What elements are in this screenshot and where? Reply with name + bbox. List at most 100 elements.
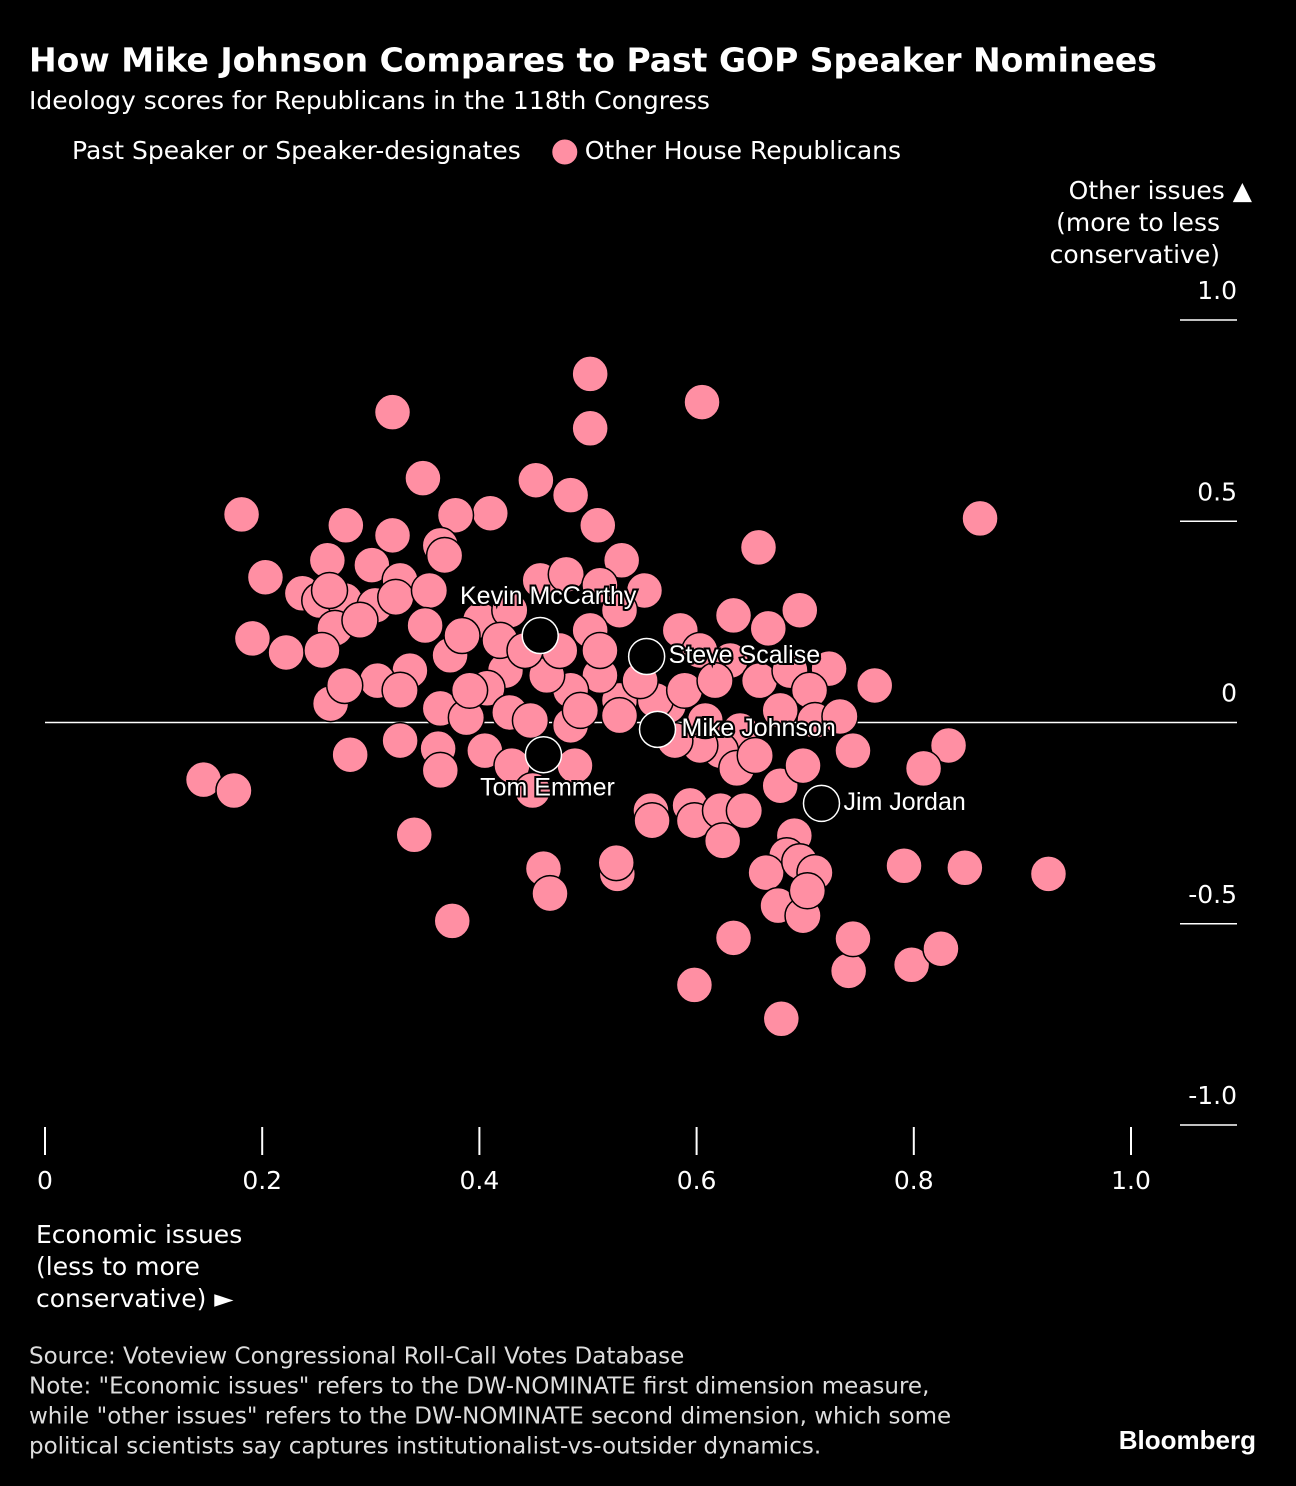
point	[450, 671, 489, 710]
point	[381, 721, 419, 760]
x-axis-title: conservative) ►	[36, 1284, 234, 1313]
point	[327, 506, 365, 545]
note: Note: "Economic issues" refers to the DW…	[29, 1374, 929, 1400]
x-tick-label: 0.2	[242, 1166, 282, 1195]
x-tick-label: 0.4	[460, 1166, 500, 1195]
point	[904, 749, 943, 788]
point	[762, 999, 801, 1038]
point	[1029, 855, 1068, 893]
legend-marker	[552, 139, 578, 165]
point	[696, 661, 734, 700]
x-axis-title: (less to more	[36, 1252, 200, 1281]
y-axis-title: (more to less	[1056, 208, 1220, 237]
point	[267, 633, 305, 672]
point	[581, 566, 619, 604]
point	[749, 609, 788, 648]
point	[443, 616, 481, 655]
point	[547, 555, 586, 594]
point	[885, 847, 923, 885]
point	[561, 691, 600, 730]
speaker-point	[638, 710, 677, 749]
x-tick-label: 0	[37, 1166, 53, 1195]
chart-subtitle: Ideology scores for Republicans in the 1…	[29, 86, 710, 115]
point	[215, 771, 253, 810]
point	[683, 383, 721, 421]
point	[571, 355, 609, 393]
point	[714, 919, 753, 957]
point	[784, 746, 822, 785]
point	[602, 541, 641, 580]
source: Source: Voteview Congressional Roll-Call…	[29, 1344, 684, 1370]
point	[703, 822, 742, 860]
point	[471, 494, 510, 532]
point	[686, 701, 725, 740]
point	[341, 601, 379, 640]
y-axis-title: conservative)	[1050, 240, 1220, 269]
point	[821, 697, 859, 736]
speaker-point	[521, 616, 559, 655]
point	[781, 591, 819, 629]
y-tick-label: -0.5	[1188, 880, 1237, 909]
point	[714, 596, 753, 635]
point-label: Tom Emmer	[480, 773, 615, 801]
point	[747, 853, 785, 892]
point	[246, 558, 285, 596]
point	[892, 946, 931, 984]
point	[579, 506, 617, 545]
point	[946, 849, 984, 887]
speaker-point	[524, 735, 563, 774]
point	[421, 751, 460, 790]
speaker-point	[802, 784, 841, 823]
x-tick-label: 0.8	[894, 1166, 934, 1195]
speaker-point	[627, 637, 666, 676]
y-axis-title: Other issues ▲	[1069, 176, 1253, 205]
point-label: Mike Johnson	[682, 714, 836, 742]
point-label: Kevin McCarthy	[460, 582, 637, 610]
point	[739, 528, 778, 567]
x-tick-label: 0.6	[677, 1166, 717, 1195]
point	[855, 666, 894, 705]
point	[381, 671, 419, 710]
point-label: Steve Scalise	[669, 641, 820, 669]
point	[633, 801, 671, 840]
point	[829, 952, 868, 990]
y-tick-label: 0.5	[1197, 477, 1237, 506]
point	[625, 571, 664, 610]
point	[395, 816, 433, 854]
brand: Bloomberg	[1119, 1425, 1256, 1455]
point	[377, 578, 415, 617]
y-tick-label: -1.0	[1188, 1081, 1237, 1110]
legend-label: Other House Republicans	[585, 136, 901, 165]
point	[551, 476, 590, 514]
note: while "other issues" refers to the DW-NO…	[29, 1404, 951, 1430]
x-tick-label: 1.0	[1111, 1166, 1151, 1195]
point	[373, 393, 412, 431]
point	[425, 536, 464, 575]
point	[929, 726, 968, 765]
y-tick-label: 1.0	[1197, 276, 1237, 305]
point	[517, 461, 555, 499]
point	[675, 966, 714, 1004]
point	[922, 929, 960, 968]
x-axis-title: Economic issues	[36, 1220, 242, 1249]
point	[600, 591, 639, 629]
point	[331, 735, 369, 774]
point	[600, 696, 639, 735]
point	[581, 631, 619, 670]
point	[531, 874, 569, 913]
point	[511, 701, 550, 740]
point	[325, 666, 364, 705]
point	[571, 409, 609, 448]
point	[233, 619, 272, 658]
point	[303, 631, 341, 670]
point	[433, 902, 471, 940]
point	[834, 731, 872, 770]
point	[373, 516, 412, 555]
point	[436, 496, 475, 534]
point	[834, 919, 872, 958]
point	[310, 571, 349, 610]
point	[513, 771, 552, 810]
legend-marker	[39, 139, 65, 165]
point	[961, 499, 999, 538]
